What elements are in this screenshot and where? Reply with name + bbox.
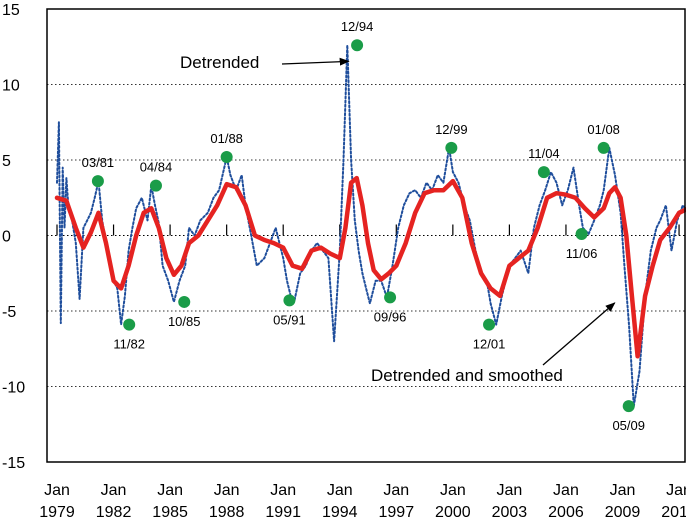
annotation-arrow <box>542 302 616 366</box>
x-tick-label: 1994 <box>322 504 358 521</box>
peak-label: 11/04 <box>528 146 560 161</box>
annotations: Detrended Detrended and smoothed <box>180 53 616 385</box>
x-tick-label: 2003 <box>492 504 528 521</box>
x-tick-label: Jan <box>327 482 353 499</box>
peak-label: 05/09 <box>612 418 645 433</box>
peak-marker <box>575 227 588 240</box>
annotation-detrended: Detrended <box>180 53 259 72</box>
x-tick-label: Jan <box>666 482 686 499</box>
x-tick-label: Jan <box>553 482 579 499</box>
peak-label: 11/82 <box>113 337 145 352</box>
peak-label: 10/85 <box>168 314 201 329</box>
x-tick-label: Jan <box>440 482 466 499</box>
peak-marker <box>351 39 364 52</box>
peak-label: 12/94 <box>341 19 374 34</box>
x-tick-label: Jan <box>214 482 240 499</box>
peak-label: 11/06 <box>566 246 598 261</box>
detrended-series-line <box>56 44 686 408</box>
smoothed-series-line <box>54 175 686 359</box>
peak-label: 05/91 <box>273 312 306 327</box>
y-tick-label: -10 <box>2 380 25 397</box>
peak-marker <box>178 295 191 308</box>
x-tick-label: 2009 <box>605 504 641 521</box>
y-tick-label: 5 <box>2 153 11 170</box>
x-tick-label: Jan <box>270 482 296 499</box>
x-tick-label: Jan <box>383 482 409 499</box>
peak-label: 01/08 <box>587 122 620 137</box>
y-tick-label: -5 <box>2 304 16 321</box>
x-tick-label: 1979 <box>39 504 75 521</box>
y-tick-label: 10 <box>2 78 20 95</box>
series <box>54 44 686 408</box>
x-tick-label: 2006 <box>548 504 584 521</box>
plot-frame <box>46 8 686 463</box>
x-tick-label: Jan <box>44 482 70 499</box>
peak-marker <box>123 318 136 331</box>
x-tick-label: 1982 <box>96 504 132 521</box>
peak-marker <box>220 150 233 163</box>
peak-label: 09/96 <box>374 309 407 324</box>
y-tick-label: 0 <box>2 229 11 246</box>
x-tick-label: 1988 <box>209 504 245 521</box>
y-tick-label: -15 <box>2 455 25 472</box>
peak-marker <box>445 141 458 154</box>
y-tick-label: 15 <box>2 2 20 19</box>
peak-marker <box>483 318 496 331</box>
peak-marker <box>384 291 397 304</box>
peak-marker <box>149 179 162 192</box>
peak-label: 12/01 <box>473 337 506 352</box>
x-tick-label: Jan <box>157 482 183 499</box>
peak-label: 03/81 <box>82 155 115 170</box>
x-axis-tick-labels: Jan 1979 Jan 1982 Jan 1985 Jan 1988 Jan 1991 Jan 19… <box>39 482 686 521</box>
peak-label: 01/88 <box>210 131 243 146</box>
y-axis-tick-labels: 15 10 5 0 -5 -10 -15 <box>2 2 25 472</box>
peak-markers: 03/81 11/82 04/84 10/85 01/88 05/91 12/94 09/96… <box>82 19 645 433</box>
x-tick-label: 2000 <box>435 504 471 521</box>
peak-label: 12/99 <box>435 122 468 137</box>
x-tick-label: Jan <box>610 482 636 499</box>
peak-marker <box>537 166 550 179</box>
x-tick-label: 1985 <box>152 504 188 521</box>
x-tick-label: Jan <box>497 482 523 499</box>
x-tick-label: 2012 <box>661 504 686 521</box>
annotation-arrow <box>281 57 350 66</box>
peak-marker <box>91 175 104 188</box>
peak-label: 04/84 <box>140 160 173 175</box>
annotation-detrended-smoothed: Detrended and smoothed <box>371 366 563 385</box>
peak-marker <box>597 141 610 154</box>
x-tick-label: 1991 <box>265 504 301 521</box>
peak-marker <box>622 400 635 413</box>
x-tick-label: 1997 <box>379 504 415 521</box>
peak-marker <box>283 294 296 307</box>
x-tick-label: Jan <box>101 482 127 499</box>
